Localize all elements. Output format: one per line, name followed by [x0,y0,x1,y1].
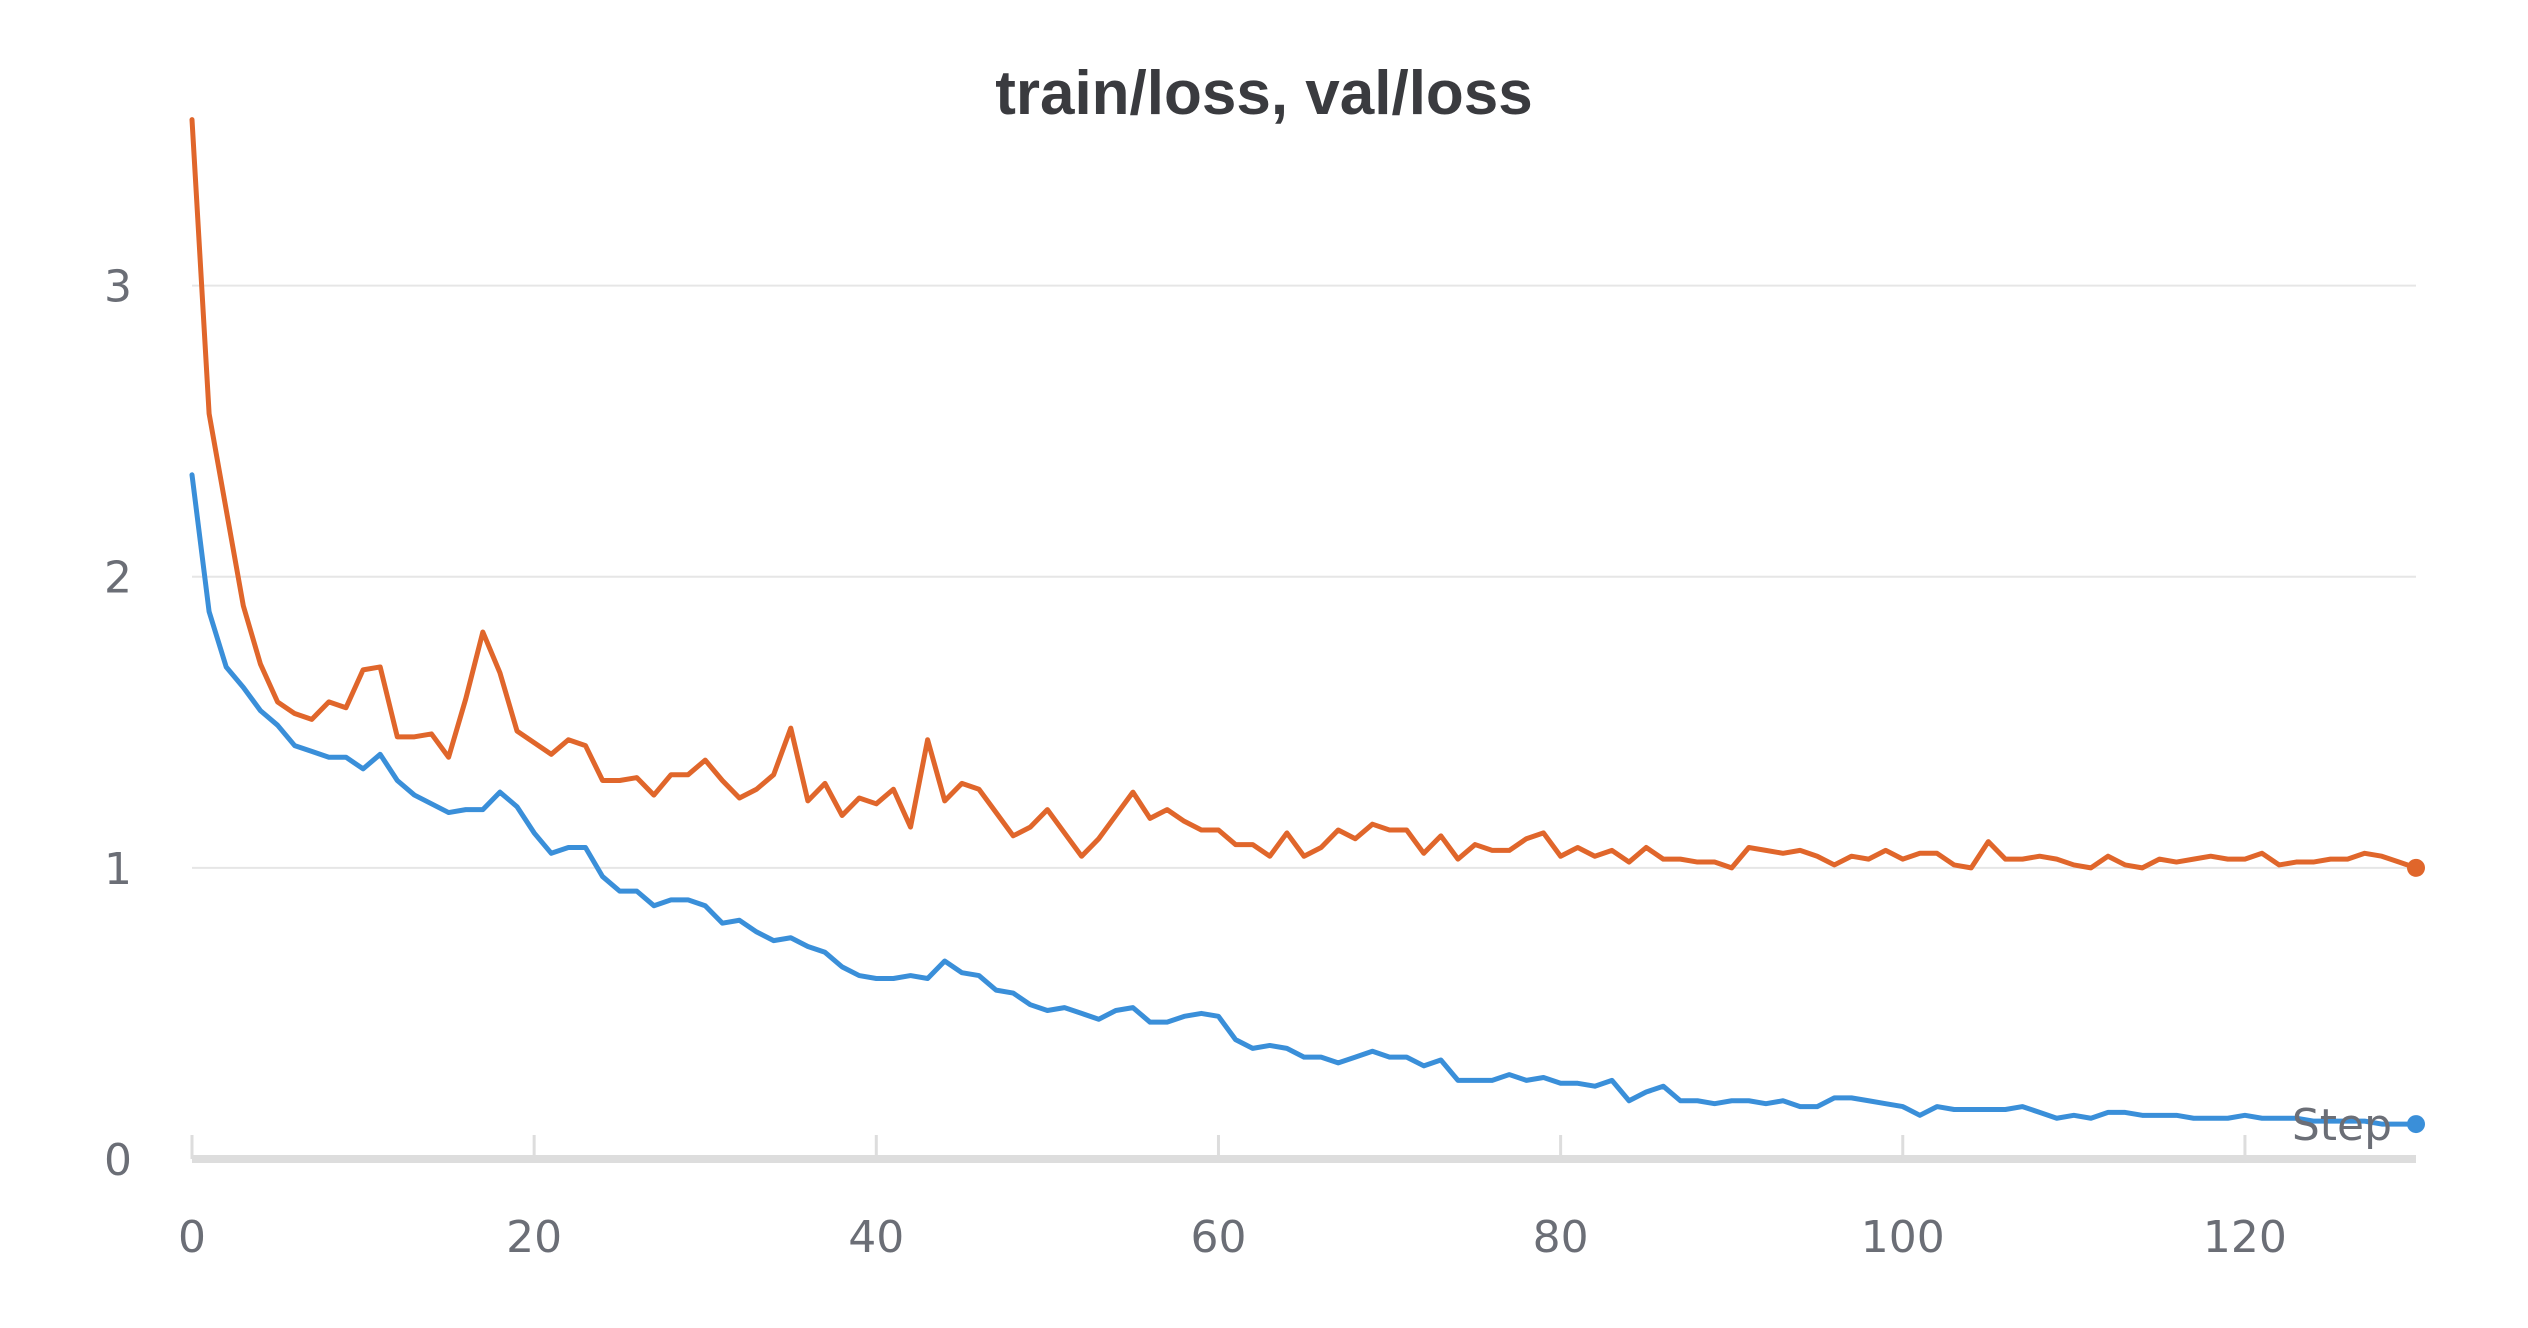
y-tick-label: 2 [104,553,132,604]
series-layer [189,117,2425,1134]
x-tick-label: 20 [506,1212,562,1263]
grid-layer [192,284,2416,869]
chart-title: train/loss, val/loss [995,59,1533,128]
x-axis-label: Step [2292,1100,2392,1151]
x-tick-label: 80 [1533,1212,1589,1263]
y-tick-label: 3 [104,262,132,313]
series-end-marker-0 [2407,858,2425,877]
y-tick-label: 0 [104,1135,132,1186]
label-layer: 0 1 2 3 0 20 40 60 80 100 120 Step [104,262,2392,1263]
y-tick-label: 1 [104,844,132,895]
axis-layer [190,1135,2416,1163]
x-tick-label: 100 [1861,1212,1945,1263]
series-line-1 [189,472,2419,1127]
x-tick-label: 40 [848,1212,904,1263]
x-tick-label: 120 [2203,1212,2287,1263]
x-tick-label: 60 [1190,1212,1246,1263]
x-tick-label: 0 [178,1212,206,1263]
series-end-marker-1 [2407,1115,2425,1134]
series-line-0 [189,117,2419,871]
